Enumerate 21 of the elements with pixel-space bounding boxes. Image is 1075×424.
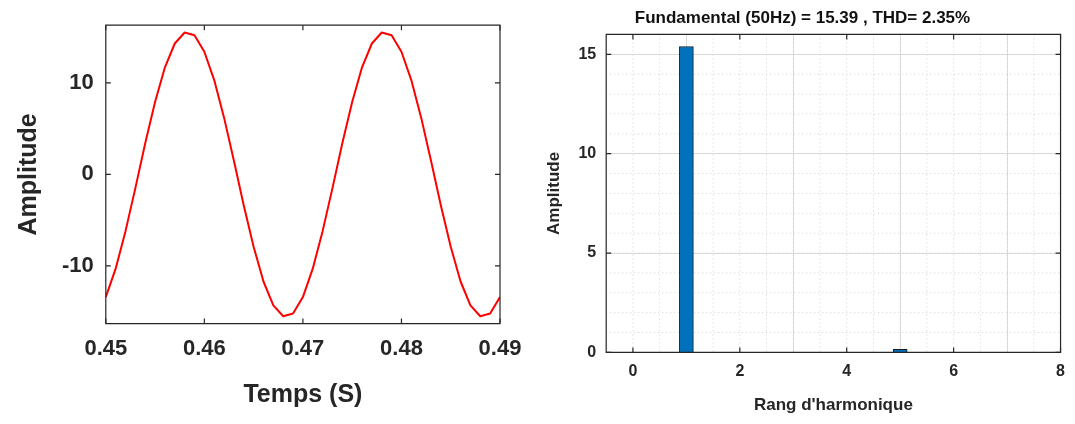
x-tick-label: 0 — [628, 362, 638, 380]
y-axis-title: Amplitude — [12, 113, 41, 236]
x-tick-label: 0.46 — [182, 334, 226, 360]
x-axis-title: Temps (S) — [243, 378, 363, 407]
x-tick-label: 2 — [735, 362, 745, 380]
x-tick-label: 0.47 — [281, 334, 325, 360]
x-tick-label: 8 — [1056, 362, 1066, 380]
y-tick-label: 10 — [69, 68, 94, 94]
x-tick-label: 0.48 — [380, 334, 423, 360]
y-tick-label: 10 — [578, 144, 597, 162]
y-axis-title: Amplitude — [543, 151, 563, 235]
x-tick-label: 0.49 — [478, 334, 522, 360]
y-tick-label: 15 — [578, 44, 597, 62]
y-tick-label: -10 — [62, 252, 94, 277]
x-axis-title: Rang d'harmonique — [753, 395, 913, 415]
x-tick-label: 6 — [949, 362, 959, 380]
chart-title: Fundamental (50Hz) = 15.39 , THD= 2.35% — [634, 7, 971, 27]
x-tick-label: 0.45 — [84, 334, 128, 360]
y-tick-label: 5 — [587, 243, 597, 261]
y-tick-label: 0 — [81, 160, 94, 186]
x-tick-label: 4 — [842, 362, 852, 380]
